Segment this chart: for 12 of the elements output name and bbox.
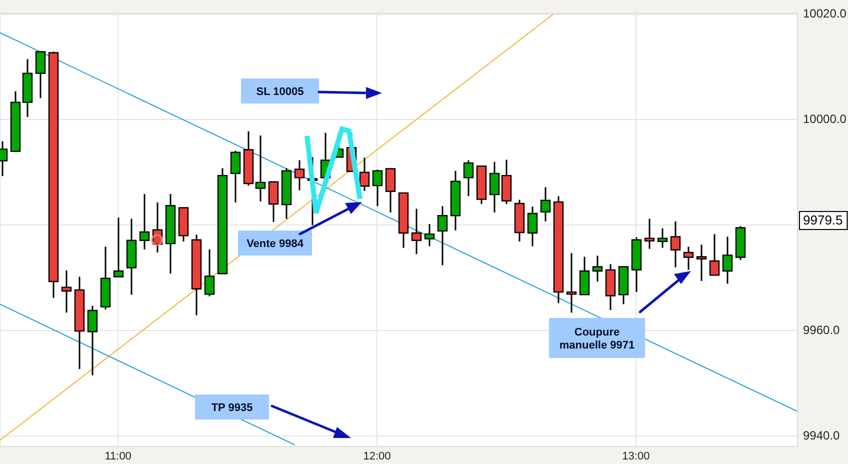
y-tick-label: 9940.0 (803, 428, 840, 442)
y-tick-label: 10000.0 (803, 112, 847, 126)
x-tick-label: 13:00 (622, 450, 650, 463)
annotation: Vente 9984 (246, 238, 304, 250)
annotation: SL 10005 (256, 86, 304, 98)
y-tick-label: 9960.0 (803, 322, 840, 337)
annotation: TP 9935 (211, 402, 253, 414)
x-tick-label: 11:00 (104, 450, 132, 463)
annotation: Coupure manuelle 9971 (559, 326, 635, 352)
y-tick-label: 10020.0 (803, 6, 847, 21)
text: 9979.5 (803, 212, 843, 228)
x-tick-label: 12:00 (363, 450, 391, 463)
